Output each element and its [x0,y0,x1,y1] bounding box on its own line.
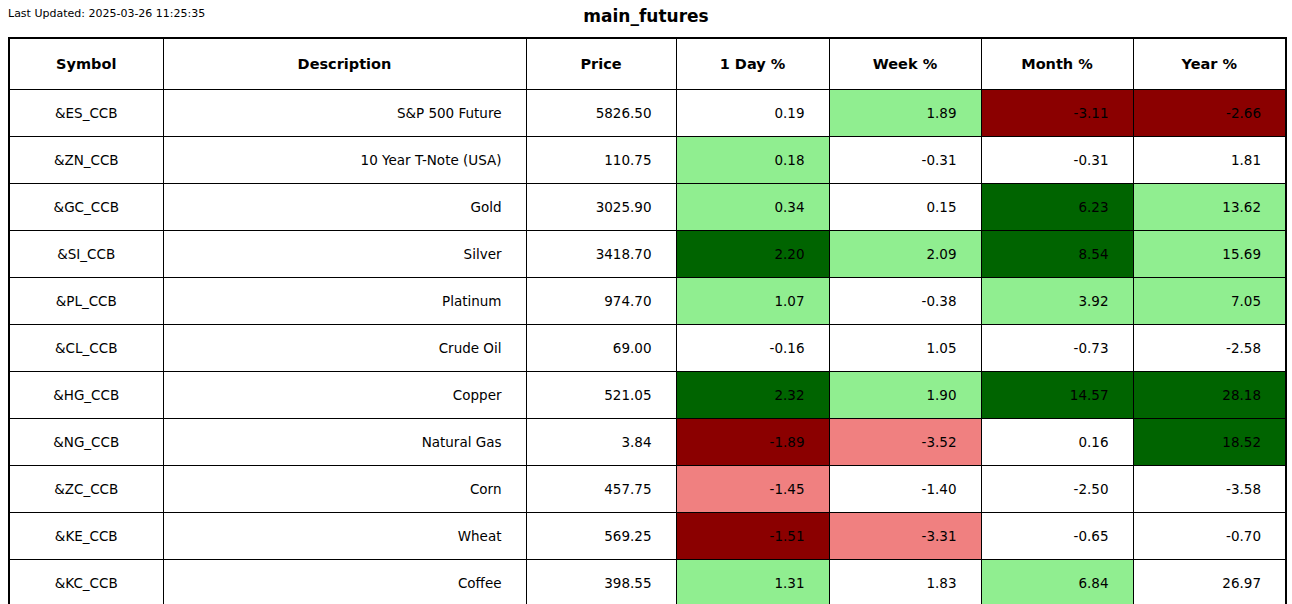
change-1day-cell: 1.07 [676,278,829,325]
price-cell: 3.84 [526,419,676,466]
table-row: &KC_CCBCoffee398.551.311.836.8426.97 [9,560,1286,604]
change-month-cell: -3.11 [981,90,1133,137]
description-cell: S&P 500 Future [163,90,526,137]
change-year-cell: 13.62 [1133,184,1286,231]
price-cell: 521.05 [526,372,676,419]
change-year-cell: 26.97 [1133,560,1286,604]
change-week-cell: 1.90 [829,372,981,419]
change-year-cell: -0.70 [1133,513,1286,560]
page-title: main_futures [0,6,1292,26]
column-header-year: Year % [1133,38,1286,90]
price-cell: 974.70 [526,278,676,325]
change-week-cell: 0.15 [829,184,981,231]
symbol-cell: &KE_CCB [9,513,163,560]
table-row: &ES_CCBS&P 500 Future5826.500.191.89-3.1… [9,90,1286,137]
change-week-cell: -0.38 [829,278,981,325]
change-month-cell: 0.16 [981,419,1133,466]
symbol-cell: &SI_CCB [9,231,163,278]
description-cell: Wheat [163,513,526,560]
change-year-cell: 28.18 [1133,372,1286,419]
change-week-cell: 1.89 [829,90,981,137]
price-cell: 569.25 [526,513,676,560]
symbol-cell: &CL_CCB [9,325,163,372]
column-header-week: Week % [829,38,981,90]
description-cell: Platinum [163,278,526,325]
table-row: &CL_CCBCrude Oil69.00-0.161.05-0.73-2.58 [9,325,1286,372]
symbol-cell: &ZN_CCB [9,137,163,184]
price-cell: 3418.70 [526,231,676,278]
column-header-description: Description [163,38,526,90]
change-1day-cell: -1.51 [676,513,829,560]
description-cell: Crude Oil [163,325,526,372]
price-cell: 457.75 [526,466,676,513]
change-week-cell: -3.31 [829,513,981,560]
change-year-cell: 1.81 [1133,137,1286,184]
description-cell: Coffee [163,560,526,604]
symbol-cell: &PL_CCB [9,278,163,325]
change-1day-cell: -1.45 [676,466,829,513]
description-cell: Natural Gas [163,419,526,466]
change-month-cell: 6.23 [981,184,1133,231]
table-row: &HG_CCBCopper521.052.321.9014.5728.18 [9,372,1286,419]
column-header-month: Month % [981,38,1133,90]
change-1day-cell: 0.34 [676,184,829,231]
change-month-cell: 6.84 [981,560,1133,604]
price-cell: 398.55 [526,560,676,604]
column-header-price: Price [526,38,676,90]
column-header-1day: 1 Day % [676,38,829,90]
change-year-cell: -2.58 [1133,325,1286,372]
change-month-cell: -0.73 [981,325,1133,372]
change-week-cell: -3.52 [829,419,981,466]
price-cell: 5826.50 [526,90,676,137]
change-1day-cell: -1.89 [676,419,829,466]
futures-table: Symbol Description Price 1 Day % Week % … [8,37,1287,604]
change-1day-cell: 2.20 [676,231,829,278]
change-month-cell: -2.50 [981,466,1133,513]
table-row: &ZN_CCB10 Year T-Note (USA)110.750.18-0.… [9,137,1286,184]
change-year-cell: 18.52 [1133,419,1286,466]
table-row: &NG_CCBNatural Gas3.84-1.89-3.520.1618.5… [9,419,1286,466]
table-row: &KE_CCBWheat569.25-1.51-3.31-0.65-0.70 [9,513,1286,560]
change-1day-cell: 1.31 [676,560,829,604]
change-month-cell: -0.31 [981,137,1133,184]
change-year-cell: -2.66 [1133,90,1286,137]
description-cell: 10 Year T-Note (USA) [163,137,526,184]
price-cell: 3025.90 [526,184,676,231]
table-row: &ZC_CCBCorn457.75-1.45-1.40-2.50-3.58 [9,466,1286,513]
change-1day-cell: 0.19 [676,90,829,137]
futures-table-body: &ES_CCBS&P 500 Future5826.500.191.89-3.1… [9,90,1286,604]
description-cell: Silver [163,231,526,278]
change-month-cell: 8.54 [981,231,1133,278]
symbol-cell: &NG_CCB [9,419,163,466]
symbol-cell: &GC_CCB [9,184,163,231]
change-month-cell: 14.57 [981,372,1133,419]
change-week-cell: 1.05 [829,325,981,372]
change-1day-cell: 0.18 [676,137,829,184]
symbol-cell: &KC_CCB [9,560,163,604]
table-row: &GC_CCBGold3025.900.340.156.2313.62 [9,184,1286,231]
table-row: &PL_CCBPlatinum974.701.07-0.383.927.05 [9,278,1286,325]
symbol-cell: &HG_CCB [9,372,163,419]
change-month-cell: 3.92 [981,278,1133,325]
change-week-cell: 2.09 [829,231,981,278]
change-week-cell: 1.83 [829,560,981,604]
symbol-cell: &ZC_CCB [9,466,163,513]
table-row: &SI_CCBSilver3418.702.202.098.5415.69 [9,231,1286,278]
price-cell: 69.00 [526,325,676,372]
change-week-cell: -1.40 [829,466,981,513]
price-cell: 110.75 [526,137,676,184]
symbol-cell: &ES_CCB [9,90,163,137]
change-week-cell: -0.31 [829,137,981,184]
description-cell: Gold [163,184,526,231]
change-month-cell: -0.65 [981,513,1133,560]
description-cell: Copper [163,372,526,419]
change-year-cell: 15.69 [1133,231,1286,278]
change-year-cell: 7.05 [1133,278,1286,325]
description-cell: Corn [163,466,526,513]
change-1day-cell: -0.16 [676,325,829,372]
change-year-cell: -3.58 [1133,466,1286,513]
column-header-symbol: Symbol [9,38,163,90]
table-header-row: Symbol Description Price 1 Day % Week % … [9,38,1286,90]
change-1day-cell: 2.32 [676,372,829,419]
